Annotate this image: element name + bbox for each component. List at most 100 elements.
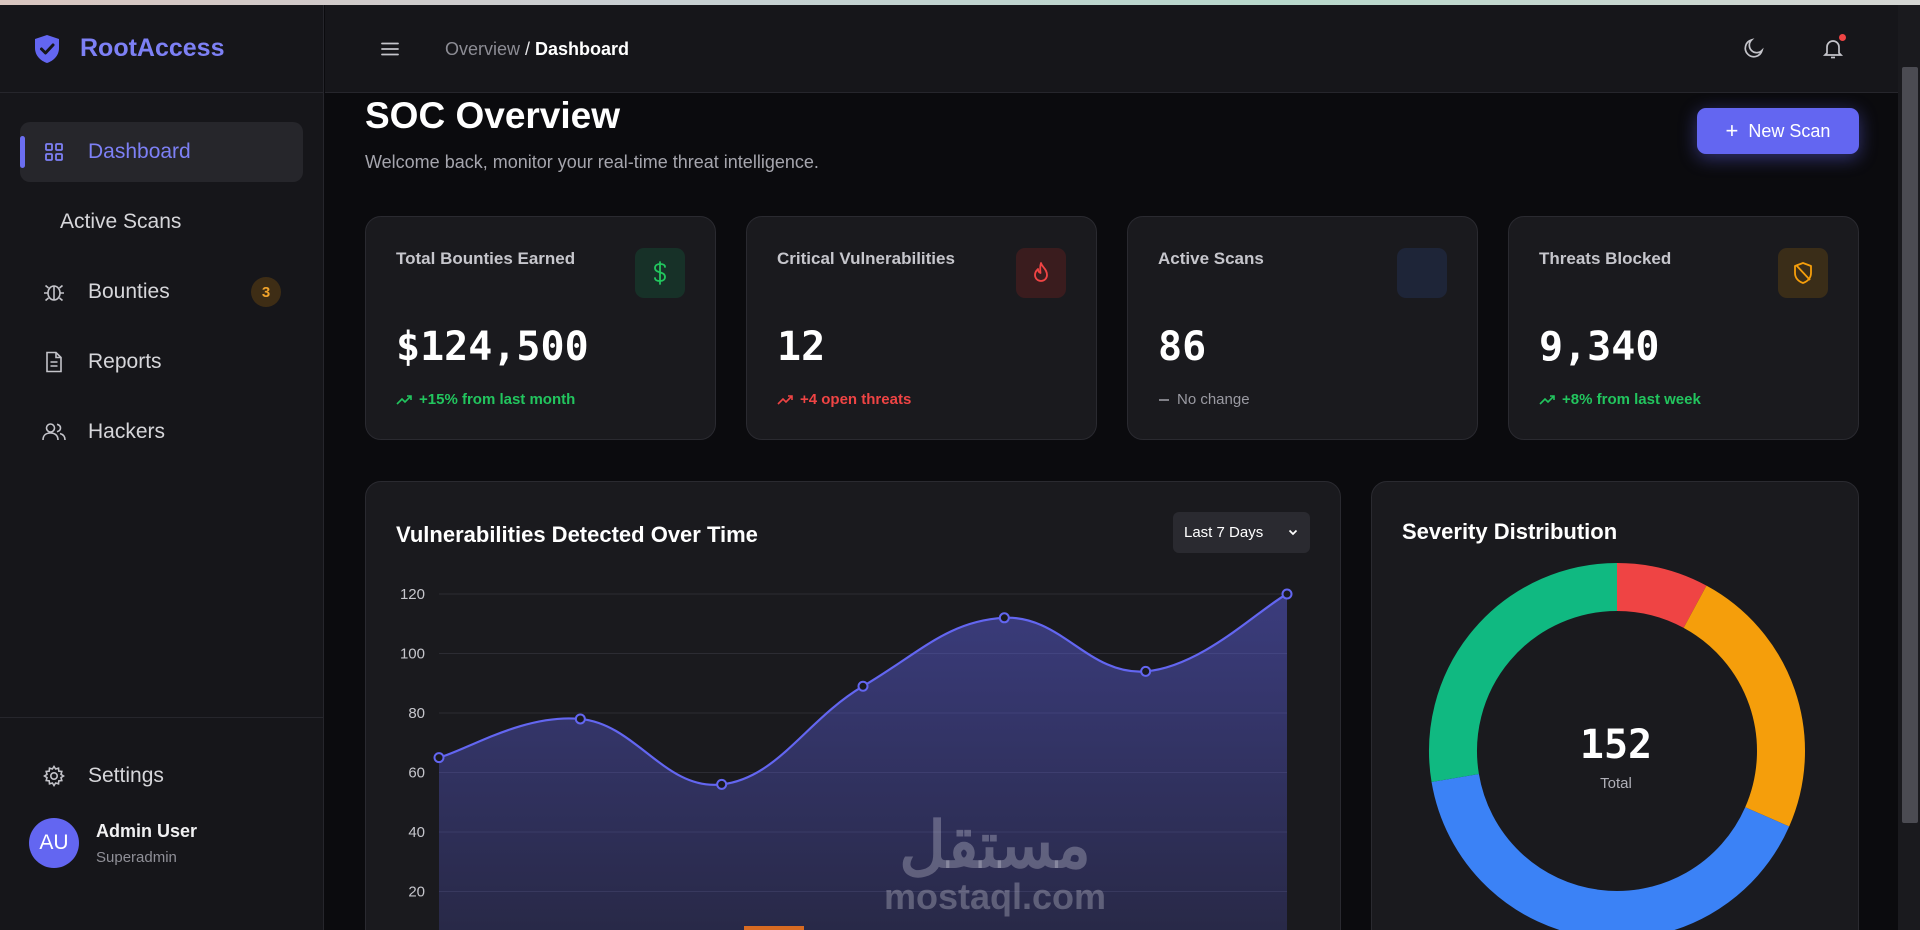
chevron-down-icon	[1287, 525, 1299, 542]
watermark-arabic: مستقل	[899, 809, 1091, 881]
sidebar-nav: Dashboard Active Scans Bounties 3 Report…	[0, 93, 323, 462]
gear-icon	[42, 764, 66, 788]
y-tick-label: 60	[408, 765, 425, 782]
brand[interactable]: RootAccess	[0, 5, 323, 93]
dollar-icon	[635, 248, 685, 298]
top-header: Overview / Dashboard	[325, 5, 1898, 93]
stat-value: $124,500	[396, 324, 589, 370]
sidebar-item-reports[interactable]: Reports	[20, 332, 303, 392]
user-profile[interactable]: AU Admin User Superadmin	[20, 818, 303, 868]
data-point[interactable]	[574, 713, 586, 725]
sidebar-item-label: Bounties	[88, 280, 170, 303]
data-point[interactable]	[857, 680, 869, 692]
donut-slice[interactable]	[1431, 773, 1790, 930]
stat-card-active-scans[interactable]: Active Scans 86 No change	[1127, 216, 1478, 440]
stat-card-threats-blocked[interactable]: Threats Blocked 9,340 +8% from last week	[1508, 216, 1859, 440]
sidebar-item-dashboard[interactable]: Dashboard	[20, 122, 303, 182]
data-point[interactable]	[1140, 665, 1152, 677]
grid-icon	[42, 140, 66, 164]
line-chart-card: 020406080100120 Vulnerabilities Detected…	[365, 481, 1341, 930]
time-range-value: Last 7 Days	[1184, 524, 1264, 541]
stat-card-critical[interactable]: Critical Vulnerabilities 12 +4 open thre…	[746, 216, 1097, 440]
trending-up-icon	[777, 394, 793, 406]
chart-title: Severity Distribution	[1402, 519, 1618, 544]
sidebar-footer: Settings AU Admin User Superadmin	[0, 717, 323, 930]
stat-trend-text: +4 open threats	[800, 391, 912, 408]
sidebar-item-label: Reports	[88, 350, 162, 373]
breadcrumb-separator: /	[520, 39, 536, 59]
donut-total-value: 152	[1579, 722, 1653, 768]
flame-icon	[1016, 248, 1066, 298]
breadcrumb-current: Dashboard	[535, 39, 630, 59]
sidebar-item-label: Dashboard	[88, 140, 191, 163]
y-tick-label: 80	[408, 705, 425, 722]
stat-trend-text: +8% from last week	[1562, 391, 1701, 408]
sidebar: RootAccess Dashboard Active Scans Bounti…	[0, 5, 324, 930]
watermark: مستقل mostaql.com	[845, 813, 1145, 917]
sidebar-item-settings[interactable]: Settings	[20, 746, 303, 806]
users-icon	[42, 420, 66, 444]
sidebar-item-hackers[interactable]: Hackers	[20, 402, 303, 462]
new-scan-button[interactable]: + New Scan	[1697, 108, 1859, 154]
taskbar-indicator	[744, 926, 804, 930]
trending-up-icon	[1539, 394, 1555, 406]
breadcrumb: Overview / Dashboard	[445, 39, 629, 60]
donut-slice[interactable]	[1683, 585, 1805, 827]
sidebar-item-label: Hackers	[88, 420, 166, 443]
donut-chart-card: Severity Distribution 152 Total	[1371, 481, 1859, 930]
donut-slice[interactable]	[1616, 563, 1707, 629]
new-scan-label: New Scan	[1748, 120, 1831, 141]
stat-value: 12	[777, 324, 826, 370]
bug-icon	[42, 280, 66, 304]
moon-icon[interactable]	[1740, 34, 1768, 62]
data-point[interactable]	[1281, 588, 1293, 600]
watermark-latin: mostaql.com	[883, 876, 1107, 917]
shield-off-icon	[1778, 248, 1828, 298]
brand-name: RootAccess	[80, 34, 225, 62]
stat-trend: +15% from last month	[396, 391, 575, 408]
stat-value: 9,340	[1539, 324, 1660, 370]
data-point[interactable]	[433, 752, 445, 764]
y-tick-label: 120	[400, 586, 425, 603]
stat-trend: +4 open threats	[777, 391, 911, 408]
stat-trend-text: +15% from last month	[419, 391, 576, 408]
plus-icon: +	[1725, 118, 1739, 143]
minus-icon	[1158, 394, 1170, 406]
breadcrumb-parent[interactable]: Overview	[445, 39, 521, 59]
stat-label: Total Bounties Earned	[396, 249, 576, 268]
sidebar-item-bounties[interactable]: Bounties 3	[20, 262, 303, 322]
time-range-select[interactable]: Last 7 Days	[1173, 512, 1310, 553]
notification-dot	[1839, 34, 1846, 41]
page-title: SOC Overview	[365, 95, 621, 136]
sidebar-item-active-scans[interactable]: Active Scans	[20, 192, 303, 252]
sidebar-item-label: Active Scans	[60, 210, 182, 233]
stat-card-bounties[interactable]: Total Bounties Earned $124,500 +15% from…	[365, 216, 716, 440]
stat-trend-text: No change	[1177, 391, 1250, 408]
y-tick-label: 100	[400, 646, 425, 663]
donut-total-label: Total	[1600, 775, 1632, 792]
stat-trend: No change	[1158, 391, 1250, 408]
bounties-count-badge: 3	[251, 277, 281, 307]
user-name: Admin User	[96, 820, 198, 841]
sidebar-item-label: Settings	[88, 764, 164, 787]
donut-chart	[1429, 563, 1805, 930]
data-point[interactable]	[998, 612, 1010, 624]
line-chart: 020406080100120	[400, 586, 1293, 930]
page-subtitle: Welcome back, monitor your real-time thr…	[365, 152, 819, 172]
area-fill	[439, 594, 1287, 930]
data-point[interactable]	[716, 778, 728, 790]
stat-label: Critical Vulnerabilities	[777, 249, 955, 268]
scrollbar[interactable]	[1898, 5, 1920, 930]
main-content: SOC Overview Welcome back, monitor your …	[325, 93, 1898, 930]
user-role: Superadmin	[96, 848, 177, 866]
shield-check-icon	[32, 34, 62, 64]
window-top-strip	[0, 0, 1920, 5]
stat-value: 86	[1158, 324, 1207, 370]
scrollbar-thumb[interactable]	[1902, 67, 1918, 823]
stat-label: Threats Blocked	[1539, 249, 1672, 268]
y-tick-label: 40	[408, 824, 425, 841]
stat-trend: +8% from last week	[1539, 391, 1701, 408]
hamburger-menu-icon[interactable]	[378, 37, 402, 61]
donut-slice[interactable]	[1429, 563, 1618, 782]
bell-icon[interactable]	[1819, 34, 1847, 62]
